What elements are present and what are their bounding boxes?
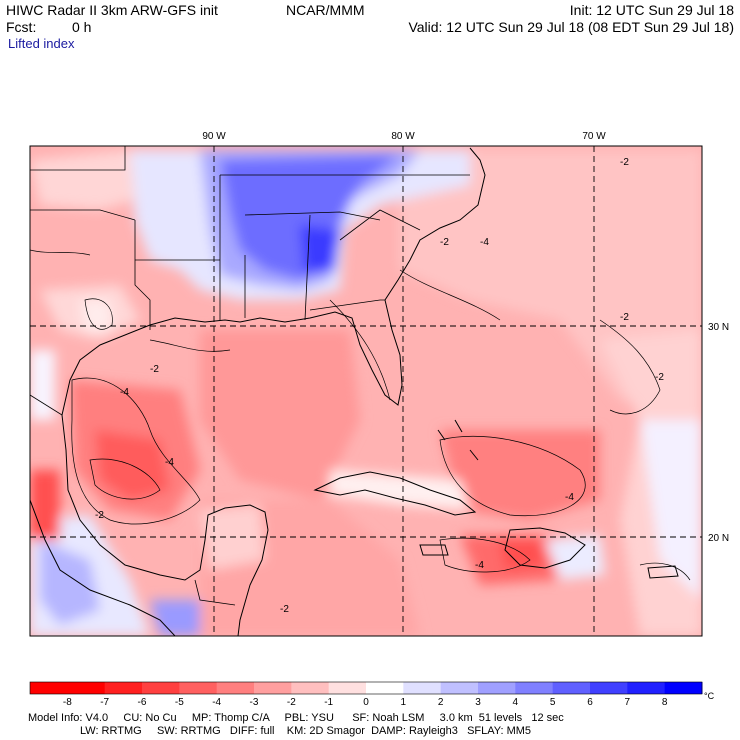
contour-label: -4 xyxy=(480,237,489,248)
colorbar-tick-label: 1 xyxy=(401,697,407,708)
colorbar-bin xyxy=(590,682,628,694)
colorbar-bin xyxy=(478,682,516,694)
contour-label: -2 xyxy=(150,364,159,375)
colorbar-bin xyxy=(30,682,68,694)
map-field: -2 -2 -2 -2 -2 -2 -2 -4 -4 -4 -4 -4 xyxy=(30,146,702,636)
contour-label: -2 xyxy=(620,312,629,323)
contour-label: -2 xyxy=(620,157,629,168)
colorbar-bin xyxy=(664,682,703,694)
colorbar-bin xyxy=(216,682,255,694)
forecast-label: Fcst: xyxy=(6,19,37,35)
forecast-hour: 0 h xyxy=(72,19,92,35)
valid-time: Valid: 12 UTC Sun 29 Jul 18 (08 EDT Sun … xyxy=(408,19,734,35)
field-name: Lifted index xyxy=(8,36,75,51)
colorbar-tick-label: -7 xyxy=(100,697,109,708)
coastlines xyxy=(30,147,679,636)
colorbar-bin xyxy=(366,682,404,694)
colorbar: -8 -7 -6 -5 -4 -3 -2 -1 0 1 2 3 4 5 6 7 8 °C xyxy=(29,681,715,708)
colorbar-tick-label: 6 xyxy=(587,697,593,708)
colorbar-bin xyxy=(254,682,292,694)
contours xyxy=(30,249,691,581)
product-title: HIWC Radar II 3km ARW-GFS init xyxy=(6,2,218,18)
weather-map: -2 -2 -2 -2 -2 -2 -2 -4 -4 -4 -4 -4 90 W… xyxy=(29,131,729,708)
model-info-line-1: Model Info: V4.0 CU: No Cu MP: Thomp C/A… xyxy=(28,712,564,724)
colorbar-unit: °C xyxy=(704,691,715,701)
colorbar-bin xyxy=(291,682,330,694)
colorbar-tick-label: -5 xyxy=(175,697,184,708)
colorbar-bin xyxy=(328,682,367,694)
colorbar-bin xyxy=(403,682,442,694)
contour-label: -4 xyxy=(165,457,174,468)
colorbar-bin xyxy=(179,682,218,694)
colorbar-tick-label: -4 xyxy=(212,697,221,708)
grid xyxy=(30,146,702,636)
contour-label: -2 xyxy=(655,372,664,383)
borders xyxy=(30,146,470,606)
contour-label: -2 xyxy=(280,604,289,615)
colorbar-tick-label: 4 xyxy=(513,697,519,708)
lon-label: 80 W xyxy=(391,131,415,142)
contour-label: -2 xyxy=(440,237,449,248)
lat-label: 30 N xyxy=(708,322,729,333)
colorbar-bin xyxy=(104,682,143,694)
colorbar-bin xyxy=(440,682,479,694)
contour-label: -4 xyxy=(565,492,574,503)
lat-label: 20 N xyxy=(708,533,729,544)
map-frame xyxy=(29,145,703,637)
lon-label: 90 W xyxy=(202,131,226,142)
colorbar-tick-label: -6 xyxy=(138,697,147,708)
colorbar-bin xyxy=(67,682,106,694)
init-time: Init: 12 UTC Sun 29 Jul 18 xyxy=(569,2,734,18)
lon-label: 70 W xyxy=(582,131,606,142)
model-info-line-2: LW: RRTMG SW: RRTMG DIFF: full KM: 2D Sm… xyxy=(28,725,532,737)
colorbar-tick-label: 2 xyxy=(438,697,444,708)
colorbar-tick-label: -2 xyxy=(287,697,296,708)
colorbar-bin xyxy=(142,682,180,694)
colorbar-tick-label: 3 xyxy=(475,697,481,708)
center-name: NCAR/MMM xyxy=(286,2,365,18)
colorbar-tick-label: 8 xyxy=(662,697,668,708)
colorbar-tick-label: 7 xyxy=(625,697,631,708)
contour-label: -4 xyxy=(475,560,484,571)
colorbar-tick-label: -8 xyxy=(63,697,72,708)
colorbar-frame xyxy=(29,681,703,695)
colorbar-tick-label: -3 xyxy=(250,697,259,708)
contour-labels: -2 -2 -2 -2 -2 -2 -2 -4 -4 -4 -4 -4 xyxy=(95,157,664,615)
colorbar-tick-label: 0 xyxy=(363,697,369,708)
contour-label: -4 xyxy=(120,387,129,398)
colorbar-tick-label: -1 xyxy=(324,697,333,708)
colorbar-tick-label: 5 xyxy=(550,697,556,708)
contour-label: -2 xyxy=(95,510,104,521)
colorbar-bin xyxy=(515,682,554,694)
colorbar-bin xyxy=(627,682,666,694)
colorbar-bin xyxy=(552,682,591,694)
